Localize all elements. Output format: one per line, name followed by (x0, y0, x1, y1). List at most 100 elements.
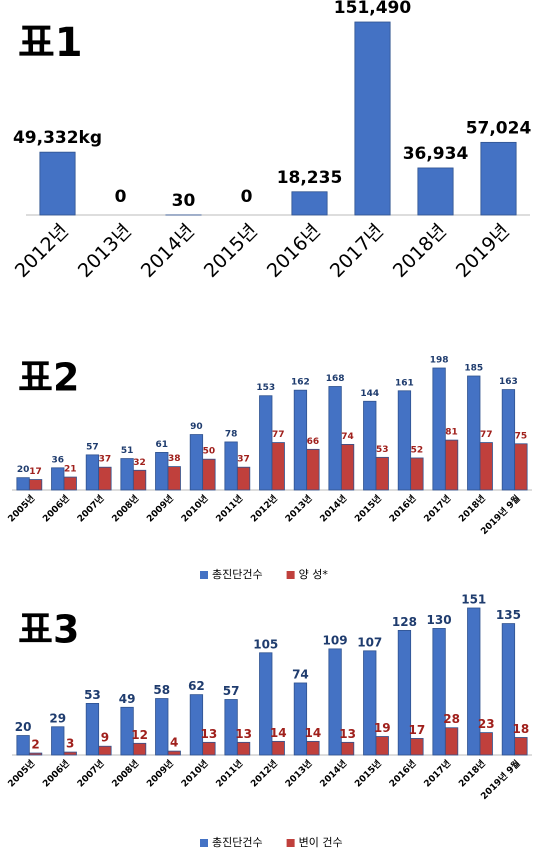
bar (120, 706, 134, 756)
x-tick-label: 2008년 (109, 492, 141, 524)
value-label: 23 (478, 717, 495, 731)
bar (63, 751, 77, 756)
value-label: 13 (235, 727, 252, 741)
value-label: 29 (49, 711, 66, 725)
bar (375, 456, 389, 491)
x-tick-label: 2005년 (5, 757, 37, 789)
legend-swatch (286, 571, 295, 579)
bar (417, 167, 454, 216)
value-label: 36 (51, 455, 64, 465)
value-label: 66 (307, 437, 320, 447)
bar (167, 750, 181, 756)
bar (16, 477, 30, 491)
value-label: 21 (64, 465, 77, 475)
x-tick-label: 2014년 (317, 492, 349, 524)
x-tick-label: 2009년 (144, 757, 176, 789)
bar (363, 650, 377, 756)
value-label: 17 (409, 723, 426, 737)
x-tick-label: 2018년 (456, 757, 488, 789)
value-label: 49 (119, 692, 136, 706)
chart-title: 표2 (18, 356, 79, 400)
bar (132, 469, 147, 491)
value-label: 105 (253, 637, 278, 651)
bar (514, 443, 528, 491)
bar (224, 441, 238, 491)
value-label: 28 (443, 712, 460, 726)
bar (306, 448, 320, 491)
bar (224, 699, 238, 756)
x-tick-label: 2013년 (282, 492, 314, 524)
value-label: 49,332kg (13, 128, 102, 148)
bar (189, 694, 204, 756)
value-label: 2 (31, 738, 39, 752)
bar (328, 386, 342, 491)
x-tick-label: 2016년 (263, 220, 325, 282)
x-tick-label: 2013년 (282, 757, 314, 789)
x-tick-label: 2015년 (352, 757, 384, 789)
value-label: 162 (291, 378, 310, 388)
value-label: 151 (461, 593, 486, 607)
x-tick-label: 2005년 (5, 492, 37, 524)
bar (354, 21, 391, 216)
value-label: 0 (115, 187, 127, 207)
bar (363, 400, 377, 491)
bar (514, 737, 528, 756)
bar (259, 652, 273, 756)
value-label: 163 (499, 377, 518, 387)
x-tick-label: 2016년 (386, 757, 418, 789)
x-tick-label: 2014년 (317, 757, 349, 789)
x-tick-label: 2016년 (386, 492, 418, 524)
value-label: 20 (15, 720, 32, 734)
value-label: 77 (272, 430, 285, 440)
value-label: 3 (66, 737, 74, 751)
value-label: 185 (464, 364, 483, 374)
value-label: 168 (326, 374, 345, 384)
x-tick-label: 2006년 (40, 492, 72, 524)
legend-swatch (286, 839, 295, 847)
value-label: 18 (513, 722, 530, 736)
bar (501, 389, 516, 491)
x-tick-label: 2009년 (144, 492, 176, 524)
bar (480, 141, 517, 216)
value-label: 32 (133, 458, 146, 468)
value-label: 18,235 (277, 168, 343, 188)
bar (328, 648, 342, 756)
value-label: 57 (86, 442, 99, 452)
x-tick-label: 2014년 (137, 220, 199, 282)
value-label: 17 (29, 467, 42, 477)
bar (259, 395, 273, 491)
bar (28, 752, 43, 756)
chart-title: 표1 (18, 20, 83, 66)
value-label: 144 (360, 389, 379, 399)
value-label: 81 (445, 428, 458, 438)
value-label: 198 (430, 356, 449, 366)
x-tick-label: 2017년 (326, 220, 388, 282)
value-label: 75 (515, 431, 528, 441)
bar (120, 458, 134, 491)
value-label: 20 (17, 465, 30, 475)
bar (291, 191, 328, 216)
value-label: 107 (357, 635, 382, 649)
x-tick-label: 2015년 (352, 492, 384, 524)
bar (28, 479, 43, 491)
value-label: 135 (496, 608, 521, 622)
bar (479, 442, 493, 491)
x-tick-label: 2006년 (40, 757, 72, 789)
x-tick-label: 2012년 (248, 492, 280, 524)
value-label: 53 (376, 445, 389, 455)
legend-label: 변이 건수 (299, 836, 343, 849)
x-tick-label: 2018년 (389, 220, 451, 282)
value-label: 151,490 (334, 0, 412, 18)
bar (155, 698, 169, 756)
legend-label: 양 성* (299, 568, 329, 581)
value-label: 4 (170, 736, 178, 750)
legend-swatch (200, 571, 208, 579)
value-label: 19 (374, 721, 391, 735)
value-label: 14 (305, 726, 322, 740)
bar (98, 745, 112, 756)
value-label: 13 (201, 727, 218, 741)
legend-label: 총진단건수 (212, 836, 263, 849)
x-tick-label: 2017년 (421, 492, 453, 524)
bar (132, 742, 147, 756)
